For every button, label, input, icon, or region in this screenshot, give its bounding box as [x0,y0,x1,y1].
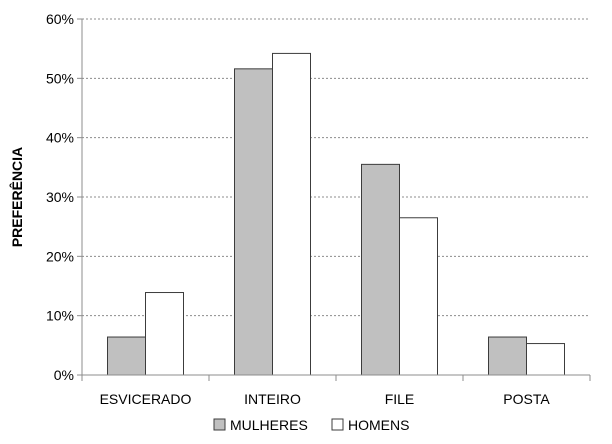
legend: MULHERES HOMENS [213,417,409,433]
y-tick-label: 40% [46,130,74,146]
x-tick-label: INTEIRO [244,391,301,407]
y-tick-label: 0% [54,367,74,383]
legend-label-homens: HOMENS [348,417,409,433]
y-tick-label: 30% [46,189,74,205]
bar-mulheres-inteiro [234,68,273,376]
bar-homens-file [399,217,438,376]
bar-homens-esvicerado [145,292,184,376]
y-tick-label: 60% [46,11,74,27]
bar-homens-posta [526,343,565,376]
bar-mulheres-posta [488,336,527,376]
x-tick-label: FILE [385,391,415,407]
y-tick-label: 20% [46,248,74,264]
bar-mulheres-esvicerado [107,336,146,376]
legend-swatch-mulheres [213,418,226,431]
axes [77,18,591,381]
y-axis-label: PREFERÊNCIA [8,147,25,247]
y-tick-label: 50% [46,70,74,86]
legend-swatch-homens [331,418,344,431]
legend-label-mulheres: MULHERES [230,417,308,433]
bar-mulheres-file [361,163,400,376]
x-tick-label: POSTA [503,391,550,407]
bar-homens-inteiro [272,52,311,376]
x-tick-label: ESVICERADO [100,391,192,407]
y-tick-labels: 0% 10% 20% 30% 40% 50% 60% [46,11,74,383]
y-tick-label: 10% [46,308,74,324]
gridlines [82,18,590,317]
x-tick-labels: ESVICERADO INTEIRO FILE POSTA [100,391,551,407]
bars [107,52,565,376]
